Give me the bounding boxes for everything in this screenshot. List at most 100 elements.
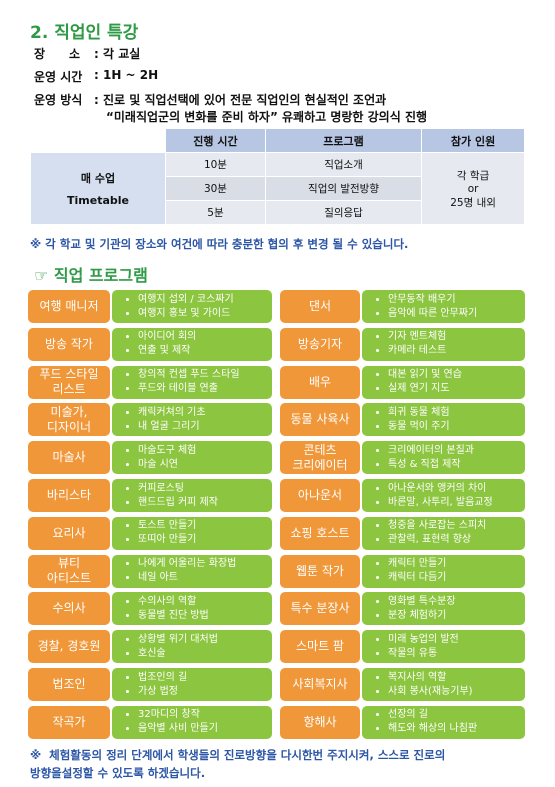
- row-header-line: Timetable: [67, 194, 129, 207]
- job-label: 마술사: [28, 441, 110, 475]
- row-header: 매 수업 Timetable: [30, 152, 166, 225]
- item-list: 캐릭커쳐의 기초내 얼굴 그리기: [112, 406, 206, 434]
- item-list: 크리에이터의 본질과특성 & 직접 제작: [362, 444, 474, 472]
- job-label: 웹툰 작가: [280, 554, 360, 588]
- item-list: 여행지 섭외 / 코스짜기여행지 홍보 및 가이드: [112, 293, 234, 321]
- job-item: 미래 농업의 발전: [388, 633, 459, 647]
- job-items: 상황별 위기 대처법호신술: [112, 630, 272, 664]
- cell: 5분: [165, 200, 266, 225]
- job-item: 복지사의 역할: [388, 671, 473, 685]
- job-label: 수의사: [28, 592, 110, 626]
- job-items: 기자 멘트체험카메라 테스트: [362, 327, 525, 361]
- item-list: 상황별 위기 대처법호신술: [112, 633, 218, 661]
- job-label: 배우: [280, 365, 360, 399]
- item-list: 수의사의 역할동물별 진단 방법: [112, 595, 209, 623]
- info-label: 운영 시간: [34, 70, 83, 84]
- item-list: 영화별 특수분장분장 체험하기: [362, 595, 456, 623]
- info-label: 운영 방식: [34, 93, 83, 107]
- job-items: 커피로스팅핸드드립 커피 제작: [112, 479, 272, 512]
- item-list: 창의적 컨셉 푸드 스타일푸드와 테이블 연출: [112, 368, 240, 396]
- info-line: : 1H ~ 2H: [94, 68, 159, 82]
- table-row: 매 수업 Timetable 10분 직업소개 각 학급 or 25명 내외: [30, 152, 525, 225]
- job-item: 대본 읽기 및 연습: [388, 368, 462, 382]
- job-label-line: 마술사: [52, 450, 86, 465]
- job-label: 아나운서: [280, 479, 360, 512]
- job-item: 핸드드립 커피 제작: [138, 496, 218, 510]
- job-items: 캐릭터 만들기캐릭터 다듬기: [362, 554, 525, 588]
- job-items: 복지사의 역할사회 봉사(재능기부): [362, 668, 525, 701]
- participants: 각 학급 or 25명 내외: [421, 152, 525, 225]
- job-item: 음악에 따른 안무짜기: [388, 307, 477, 321]
- job-label: 특수 분장사: [280, 592, 360, 626]
- item-list: 마술도구 체험마술 시연: [112, 444, 196, 472]
- job-label-line: 댄서: [308, 299, 332, 313]
- job-label: 경찰, 경호원: [28, 630, 110, 664]
- job-label: 방송기자: [280, 327, 360, 361]
- corner: [30, 128, 166, 153]
- item-list: 토스트 만들기또띠아 만들기: [112, 519, 196, 547]
- cell: 10분: [165, 152, 266, 177]
- row-header-line: 매 수업: [80, 172, 116, 185]
- job-label-line: 요리사: [52, 525, 86, 540]
- job-item: 작물의 유통: [388, 647, 459, 661]
- footer-note: ※ 체험활동의 정리 단계에서 학생들의 진로방향을 다시한번 주지시켜, 스스…: [30, 748, 446, 762]
- info-line: : 각 교실: [94, 47, 141, 61]
- job-item: 희귀 동물 체험: [388, 406, 450, 420]
- item-list: 나에게 어울리는 화장법네일 아트: [112, 557, 236, 585]
- job-item: 아이디어 회의: [138, 330, 196, 344]
- job-label-line: 크리에이터: [292, 457, 348, 472]
- job-items: 수의사의 역할동물별 진단 방법: [112, 592, 272, 626]
- job-item: 호신술: [138, 647, 218, 661]
- job-item: 바른말, 사투리, 발음교정: [388, 496, 493, 510]
- note: ※ 각 학교 및 기관의 장소와 여건에 따라 충분한 협의 후 변경 될 수 …: [30, 237, 409, 251]
- job-label: 스마트 팜: [280, 630, 360, 664]
- table-row: 5분 질의응답: [31, 200, 525, 225]
- job-item: 창의적 컨셉 푸드 스타일: [138, 368, 240, 382]
- cell: 질의응답: [264, 200, 423, 225]
- job-label-line: 배우: [308, 374, 332, 389]
- job-label-line: 법조인: [52, 677, 86, 691]
- item-list: 희귀 동물 체험동물 먹이 주기: [362, 406, 450, 434]
- job-items: 청중을 사로잡는 스피치관찰력, 표현력 향상: [362, 516, 525, 550]
- job-label-line: 바리스타: [46, 488, 92, 502]
- job-label-line: 뷰티: [57, 556, 81, 571]
- item-list: 아이디어 회의연출 및 제작: [112, 330, 196, 358]
- column-header: 진행 시간: [165, 128, 266, 153]
- job-items: 여행지 섭외 / 코스짜기여행지 홍보 및 가이드: [112, 290, 272, 323]
- info-row: 장 소: 각 교실: [34, 45, 140, 62]
- job-item: 가상 법정: [138, 685, 187, 699]
- column-header: 참가 인원: [421, 128, 525, 153]
- job-label-line: 스마트 팜: [296, 639, 344, 654]
- participants-line: 각 학급: [456, 169, 490, 182]
- job-label-line: 동물 사육사: [290, 412, 350, 427]
- job-items: 나에게 어울리는 화장법네일 아트: [112, 554, 272, 588]
- job-label-line: 방송기자: [297, 336, 343, 351]
- job-label: 작곡가: [28, 705, 110, 739]
- cell: 직업의 발전방향: [264, 176, 423, 201]
- job-label-line: 항해사: [303, 714, 337, 729]
- job-item: 마술 시연: [138, 458, 196, 472]
- job-label-line: 아나운서: [297, 488, 343, 502]
- item-list: 기자 멘트체험카메라 테스트: [362, 330, 446, 358]
- job-item: 청중을 사로잡는 스피치: [388, 519, 486, 533]
- cell: 30분: [165, 176, 266, 201]
- job-label-line: 특수 분장사: [290, 601, 350, 616]
- job-label: 법조인: [28, 668, 110, 701]
- item-list: 미래 농업의 발전작물의 유통: [362, 633, 459, 661]
- job-label: 뷰티 아티스트: [28, 554, 110, 588]
- job-item: 안무동작 배우기: [388, 293, 477, 307]
- job-items: 토스트 만들기또띠아 만들기: [112, 516, 272, 550]
- job-label-line: 작곡가: [52, 714, 86, 729]
- participants-line: 25명 내외: [450, 196, 496, 209]
- job-item: 내 얼굴 그리기: [138, 420, 206, 434]
- job-item: 연출 및 제작: [138, 344, 196, 358]
- job-items: 창의적 컨셉 푸드 스타일푸드와 테이블 연출: [112, 365, 272, 399]
- info-value: : 진로 및 직업선택에 있어 전문 직업인의 현실적인 조언과 “미래직업군의 …: [94, 91, 427, 125]
- item-list: 커피로스팅핸드드립 커피 제작: [112, 482, 218, 510]
- item-list: 복지사의 역할사회 봉사(재능기부): [362, 671, 473, 699]
- job-items: 32마디의 창작음악별 사비 만들기: [112, 705, 272, 739]
- job-item: 수의사의 역할: [138, 595, 209, 609]
- job-items: 희귀 동물 체험동물 먹이 주기: [362, 403, 525, 437]
- item-list: 32마디의 창작음악별 사비 만들기: [112, 708, 218, 736]
- job-label-line: 사회복지사: [292, 677, 348, 691]
